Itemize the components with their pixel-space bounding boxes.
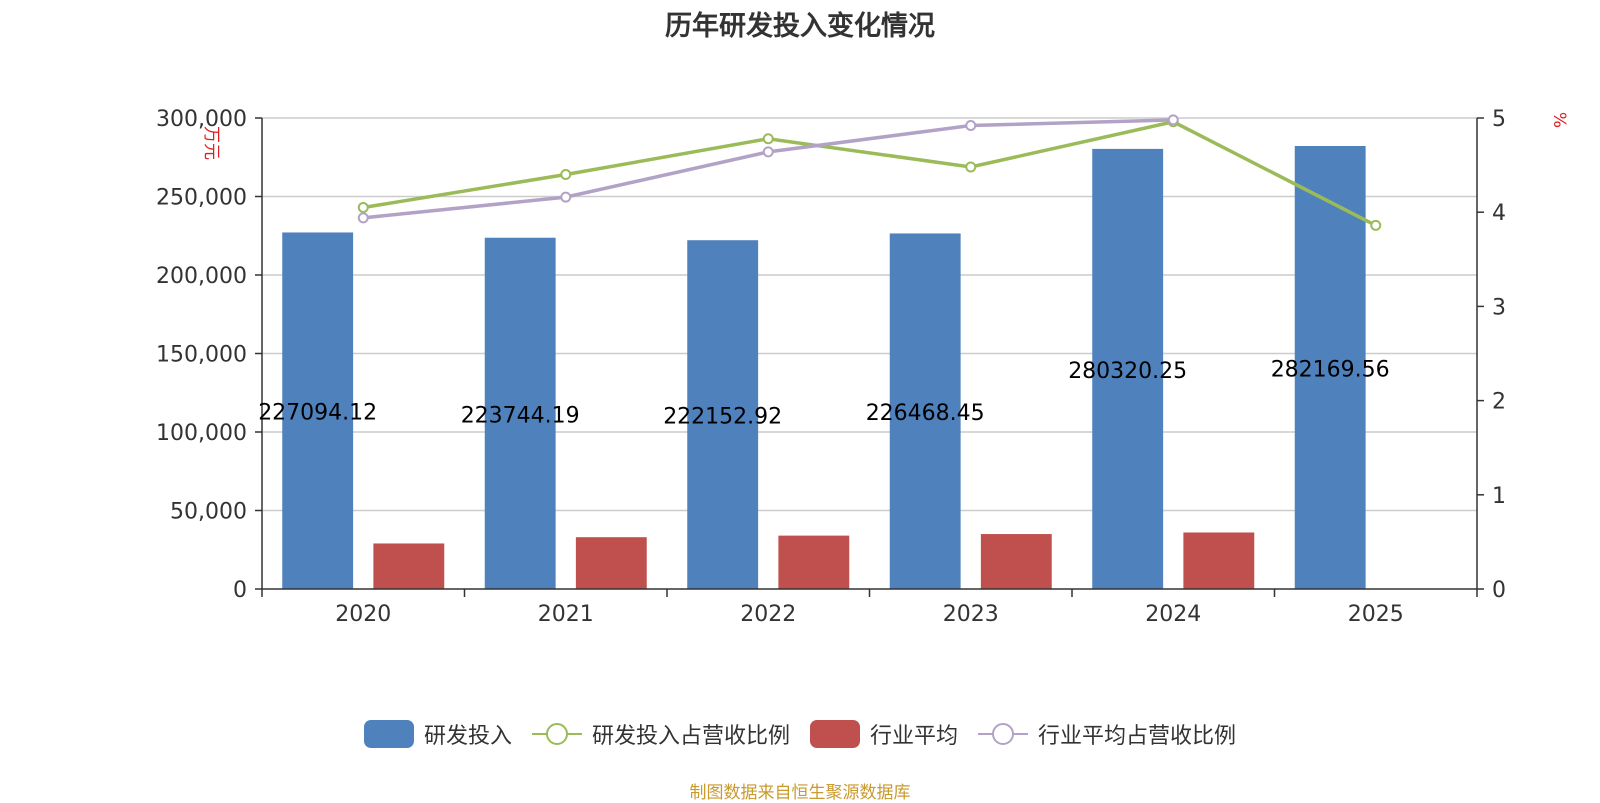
line-series bbox=[357, 114, 1382, 231]
y-right-tick-label: 0 bbox=[1492, 578, 1506, 603]
y-left-tick-label: 200,000 bbox=[156, 264, 247, 289]
bar-data-label: 223744.19 bbox=[461, 403, 580, 428]
line-point bbox=[762, 146, 774, 158]
x-tick-label: 2021 bbox=[538, 602, 594, 627]
bar bbox=[980, 534, 1052, 589]
bar-data-label: 282169.56 bbox=[1271, 357, 1390, 382]
legend-item-rd-investment[interactable]: 研发投入 bbox=[363, 718, 512, 750]
legend-label: 行业平均 bbox=[870, 724, 959, 749]
legend-item-industry-ratio[interactable]: 行业平均占营收比例 bbox=[978, 718, 1236, 750]
legend-label: 行业平均占营收比例 bbox=[1038, 724, 1237, 749]
x-tick-label: 2022 bbox=[740, 602, 796, 627]
bar bbox=[1183, 532, 1255, 589]
y-right-tick-label: 5 bbox=[1492, 107, 1506, 132]
line-point bbox=[1167, 114, 1179, 126]
legend-item-rd-ratio[interactable]: 研发投入占营收比例 bbox=[531, 718, 790, 750]
y-axis-right-label: % bbox=[1549, 112, 1569, 128]
bar bbox=[687, 240, 759, 589]
legend-line-swatch-icon bbox=[531, 723, 582, 745]
legend-bar-swatch-icon bbox=[363, 720, 414, 748]
bar bbox=[889, 233, 961, 590]
legend-label: 研发投入占营收比例 bbox=[591, 724, 790, 749]
y-right-tick-label: 1 bbox=[1492, 484, 1506, 509]
x-tick-label: 2023 bbox=[943, 602, 999, 627]
bar-data-label: 227094.12 bbox=[258, 401, 377, 426]
series-line bbox=[362, 119, 1377, 227]
line-point bbox=[965, 120, 977, 132]
y-left-tick-label: 0 bbox=[233, 578, 247, 603]
source-note: 制图数据来自恒生聚源数据库 bbox=[689, 783, 911, 803]
bar-data-label: 280320.25 bbox=[1068, 359, 1187, 384]
grid-lines bbox=[262, 117, 1477, 512]
legend-bar-swatch-icon bbox=[810, 720, 860, 748]
bar-data-label: 226468.45 bbox=[866, 401, 985, 426]
legend-label: 研发投入 bbox=[423, 724, 512, 749]
line-point bbox=[357, 201, 369, 213]
line-point bbox=[762, 133, 774, 145]
y-right-tick-label: 4 bbox=[1492, 201, 1506, 226]
bar bbox=[1294, 145, 1366, 590]
bar bbox=[282, 232, 354, 590]
axes: 0 50,000 100,000 150,000 200,000 250,000 300,0… bbox=[156, 107, 1506, 627]
y-left-tick-label: 100,000 bbox=[156, 421, 247, 446]
legend: 研发投入 研发投入占营收比例 行业平均 行业平均占营收比例 bbox=[0, 718, 1600, 750]
y-left-tick-label: 50,000 bbox=[170, 500, 247, 525]
x-tick-label: 2025 bbox=[1348, 602, 1404, 627]
line-point bbox=[1370, 219, 1382, 231]
bar bbox=[575, 537, 647, 589]
y-left-tick-label: 300,000 bbox=[156, 107, 247, 132]
line-point bbox=[560, 169, 572, 181]
bar bbox=[1092, 148, 1164, 589]
x-tick-label: 2020 bbox=[335, 602, 391, 627]
y-right-tick-label: 3 bbox=[1492, 295, 1506, 320]
line-point bbox=[357, 212, 369, 224]
data-labels: 227094.12 223744.19 222152.92 226468.45 2803… bbox=[258, 357, 1389, 429]
bar bbox=[373, 543, 445, 589]
bar-data-label: 222152.92 bbox=[663, 405, 782, 430]
line-point bbox=[560, 191, 572, 203]
chart-title: 历年研发投入变化情况 bbox=[665, 11, 935, 42]
y-left-tick-label: 150,000 bbox=[156, 343, 247, 368]
line-point bbox=[965, 161, 977, 173]
legend-line-swatch-icon bbox=[978, 723, 1029, 745]
bar bbox=[484, 237, 556, 589]
legend-item-industry-average[interactable]: 行业平均 bbox=[810, 718, 958, 750]
bar-series bbox=[282, 145, 1366, 590]
y-left-tick-label: 250,000 bbox=[156, 186, 247, 211]
y-axis-left-label: 万元 bbox=[201, 126, 221, 160]
bar bbox=[778, 535, 850, 589]
y-right-tick-label: 2 bbox=[1492, 390, 1506, 415]
x-tick-label: 2024 bbox=[1145, 602, 1201, 627]
